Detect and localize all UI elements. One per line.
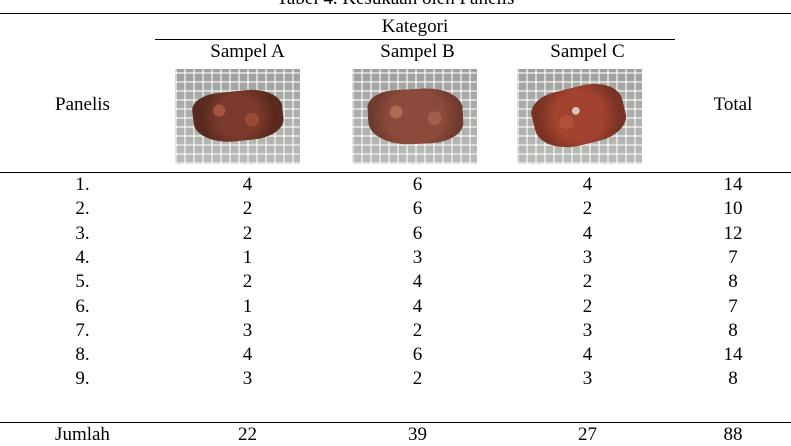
cell-total: 7	[728, 246, 738, 268]
table-caption: Tabel 4. Kesukaan oleh Panelis	[0, 0, 791, 10]
cell-c: 2	[582, 295, 593, 317]
kategori-rule	[155, 39, 675, 40]
cell-b: 2	[412, 368, 423, 390]
cell-c: 2	[582, 198, 593, 220]
cell-c: 4	[582, 344, 593, 366]
cell-total: 12	[723, 222, 743, 244]
cell-b: 6	[412, 198, 423, 220]
cell-b: 4	[412, 271, 423, 293]
cell-a: 4	[242, 174, 253, 195]
cell-a: 1	[242, 246, 253, 268]
cell-b: 4	[412, 295, 423, 317]
cell-panelis: 2.	[75, 198, 90, 220]
cell-total: 7	[728, 295, 738, 317]
header-bottom-rule	[0, 172, 791, 173]
footer-a: 22	[238, 424, 257, 445]
cell-total: 10	[723, 198, 743, 220]
cell-panelis: 5.	[75, 271, 90, 293]
cell-total: 8	[728, 319, 738, 341]
cell-b: 6	[412, 344, 423, 366]
cell-a: 2	[242, 198, 253, 220]
sample-a-photo	[175, 69, 300, 164]
cell-b: 6	[412, 174, 423, 195]
cell-c: 4	[582, 174, 593, 195]
footer-total: 88	[723, 424, 743, 445]
cell-b: 3	[412, 246, 423, 268]
sample-b-photo	[352, 69, 477, 164]
cell-a: 1	[242, 295, 253, 317]
top-rule	[0, 13, 791, 14]
cell-a: 2	[242, 222, 253, 244]
cell-c: 4	[582, 222, 593, 244]
sample-c-header: Sampel C	[550, 41, 625, 62]
cell-b: 2	[412, 319, 423, 341]
total-header: Total	[713, 94, 753, 115]
cell-total: 14	[723, 344, 743, 366]
cell-c: 3	[582, 319, 593, 341]
sample-c-piece	[527, 76, 631, 156]
cell-panelis: 3.	[75, 222, 90, 244]
cell-c: 3	[582, 368, 593, 390]
sample-b-piece	[366, 86, 465, 147]
kategori-header: Kategori	[381, 16, 449, 37]
sample-a-piece	[190, 86, 286, 146]
cell-total: 8	[728, 271, 738, 293]
cell-a: 3	[242, 368, 253, 390]
cell-panelis: 4.	[75, 246, 90, 268]
cell-a: 3	[242, 319, 253, 341]
cell-b: 6	[412, 222, 423, 244]
cell-panelis: 8.	[75, 344, 90, 366]
footer-b: 39	[408, 424, 427, 445]
panelis-header: Panelis	[55, 94, 110, 115]
cell-c: 2	[582, 271, 593, 293]
cell-c: 3	[582, 246, 593, 268]
cell-panelis: 7.	[75, 319, 90, 341]
cell-panelis: 6.	[75, 295, 90, 317]
footer-top-rule	[0, 422, 791, 423]
footer-c: 27	[578, 424, 597, 445]
cell-a: 2	[242, 271, 253, 293]
sample-c-photo	[517, 69, 642, 164]
footer-label: Jumlah	[55, 424, 110, 445]
sample-b-header: Sampel B	[380, 41, 455, 62]
cell-panelis: 9.	[75, 368, 90, 390]
cell-total: 8	[728, 368, 738, 390]
cell-total: 14	[723, 174, 743, 195]
cell-a: 4	[242, 344, 253, 366]
sample-a-header: Sampel A	[210, 41, 285, 62]
cell-panelis: 1.	[75, 174, 90, 195]
